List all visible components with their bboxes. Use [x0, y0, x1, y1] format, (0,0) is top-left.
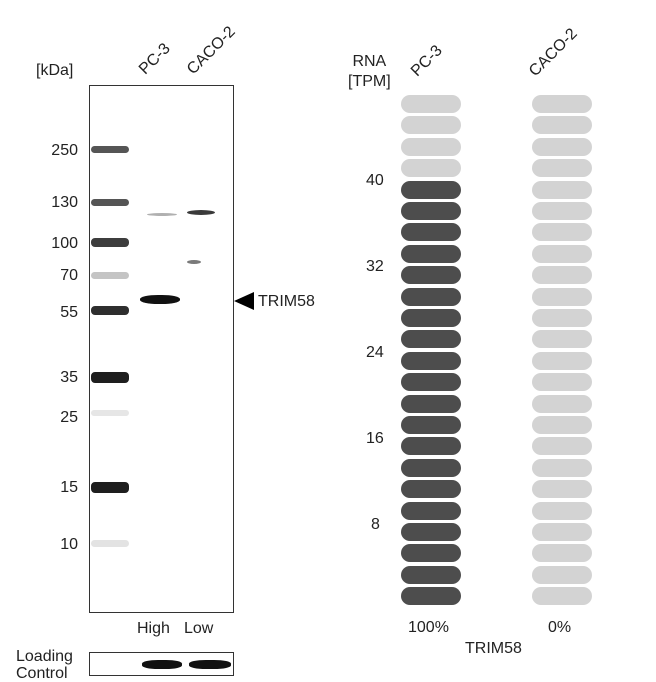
rna-pill-pc3	[401, 244, 461, 263]
rna-pill-pc3	[401, 437, 461, 456]
rna-pill-caco2	[532, 373, 592, 392]
rna-pill-caco2	[532, 523, 592, 541]
rna-pill-caco2	[532, 95, 592, 113]
band-pc3-130	[147, 213, 177, 216]
western-blot-image	[89, 85, 234, 613]
ladder-band-15	[91, 482, 129, 493]
rna-pill-pc3	[401, 394, 461, 413]
rna-pill-pc3	[401, 309, 461, 327]
ladder-band-130	[91, 199, 129, 206]
lane-label-caco2: CACO-2	[183, 23, 239, 79]
mw-label-250: 250	[51, 142, 78, 159]
rna-pill-pc3	[401, 116, 461, 135]
band-caco2-130	[187, 210, 215, 215]
target-arrow-icon	[234, 292, 254, 310]
mw-label-70: 70	[60, 267, 78, 284]
lane-label-pc3: PC-3	[135, 40, 174, 78]
target-label: TRIM58	[258, 293, 315, 310]
rna-pill-pc3	[401, 330, 461, 349]
rna-pill-caco2	[532, 480, 592, 499]
rna-pill-caco2	[532, 180, 592, 199]
rna-pill-pc3	[401, 159, 461, 178]
rna-pill-caco2	[532, 137, 592, 156]
mw-label-15: 15	[60, 479, 78, 496]
ladder-band-35	[91, 372, 129, 383]
rna-pill-caco2	[532, 244, 592, 263]
rna-pill-pc3	[401, 223, 461, 242]
expression-label-low: Low	[184, 620, 214, 637]
rna-pill-caco2	[532, 394, 592, 413]
rna-header: RNA [TPM]	[348, 53, 391, 90]
ladder-band-25	[91, 410, 129, 416]
mw-label-25: 25	[60, 409, 78, 426]
rna-pill-caco2	[532, 159, 592, 178]
ladder-band-55	[91, 306, 129, 315]
expression-label-high: High	[137, 620, 170, 637]
rna-pill-caco2	[532, 544, 592, 563]
mw-label-130: 130	[51, 194, 78, 211]
rna-sample-label-caco2: CACO-2	[525, 25, 581, 81]
rna-pill-pc3	[401, 373, 461, 392]
rna-pill-caco2	[532, 223, 592, 242]
band-caco2-75	[187, 260, 201, 264]
rna-pill-caco2	[532, 437, 592, 456]
loading-band-caco2	[189, 660, 231, 669]
rna-pill-pc3	[401, 416, 461, 434]
rna-pill-caco2	[532, 587, 592, 606]
rna-pill-pc3	[401, 137, 461, 156]
rna-tick-32: 32	[366, 258, 384, 275]
rna-pill-caco2	[532, 287, 592, 306]
rna-tick-16: 16	[366, 430, 384, 447]
ladder-band-10	[91, 540, 129, 547]
rna-tick-40: 40	[366, 172, 384, 189]
rna-pill-pc3	[401, 480, 461, 499]
rna-percent-caco2: 0%	[548, 619, 572, 636]
rna-pill-caco2	[532, 330, 592, 349]
loading-control-blot	[89, 652, 234, 676]
rna-tick-24: 24	[366, 344, 384, 361]
kda-unit-label: [kDa]	[36, 62, 74, 79]
loading-band-pc3	[142, 660, 182, 669]
rna-pill-pc3	[401, 544, 461, 563]
rna-column-caco2	[532, 95, 592, 607]
rna-pill-pc3	[401, 351, 461, 370]
rna-pill-caco2	[532, 309, 592, 327]
rna-pill-pc3	[401, 523, 461, 541]
rna-pill-pc3	[401, 287, 461, 306]
rna-pill-pc3	[401, 180, 461, 199]
rna-gene-label: TRIM58	[465, 640, 522, 657]
rna-pill-pc3	[401, 266, 461, 285]
rna-column-pc3	[401, 95, 461, 607]
rna-pill-caco2	[532, 565, 592, 584]
rna-percent-pc3: 100%	[408, 619, 449, 636]
rna-pill-pc3	[401, 458, 461, 477]
rna-pill-caco2	[532, 266, 592, 285]
ladder-band-100	[91, 238, 129, 247]
rna-pill-pc3	[401, 202, 461, 220]
mw-label-10: 10	[60, 536, 78, 553]
rna-pill-caco2	[532, 458, 592, 477]
rna-pill-pc3	[401, 95, 461, 113]
rna-sample-label-pc3: PC-3	[407, 42, 446, 80]
band-pc3-trim58	[140, 295, 180, 304]
loading-control-label: Loading Control	[16, 648, 73, 682]
rna-pill-caco2	[532, 116, 592, 135]
rna-pill-pc3	[401, 565, 461, 584]
mw-label-55: 55	[60, 304, 78, 321]
rna-pill-caco2	[532, 416, 592, 434]
rna-pill-pc3	[401, 587, 461, 606]
rna-pill-caco2	[532, 202, 592, 220]
ladder-band-250	[91, 146, 129, 153]
mw-label-35: 35	[60, 369, 78, 386]
rna-tick-8: 8	[371, 516, 380, 533]
rna-pill-pc3	[401, 501, 461, 520]
ladder-band-70	[91, 272, 129, 279]
rna-pill-caco2	[532, 501, 592, 520]
mw-label-100: 100	[51, 235, 78, 252]
rna-pill-caco2	[532, 351, 592, 370]
